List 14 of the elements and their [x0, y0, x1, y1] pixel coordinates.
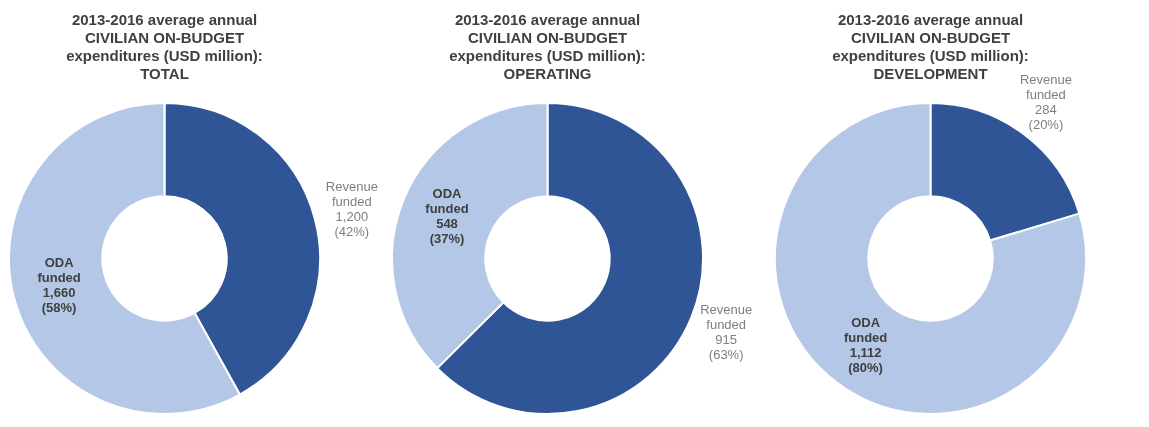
data-label: 284 (20%)	[1028, 102, 1064, 133]
slice-label: Revenue funded	[325, 179, 378, 210]
data-label: 548 (37%)	[429, 215, 465, 246]
data-label: 1,112 (80%)	[848, 344, 883, 375]
chart-title: 2013-2016 average annual CIVILIAN ON-BUDGET expenditures (USD million): TOTAL	[66, 11, 263, 83]
slice-label: Revenue funded	[700, 301, 753, 332]
slice-label: ODA funded	[425, 185, 469, 216]
slice-label: Revenue funded	[1019, 72, 1072, 103]
slice-label: ODA funded	[37, 254, 81, 285]
slice-label: ODA funded	[843, 314, 888, 345]
data-label: 1,200 (42%)	[334, 209, 370, 240]
data-label: 915 (63%)	[708, 331, 744, 362]
data-label: 1,660 (58%)	[41, 284, 77, 315]
chart-title: 2013-2016 average annual CIVILIAN ON-BUDGET expenditures (USD million): OPERATING	[449, 11, 646, 83]
